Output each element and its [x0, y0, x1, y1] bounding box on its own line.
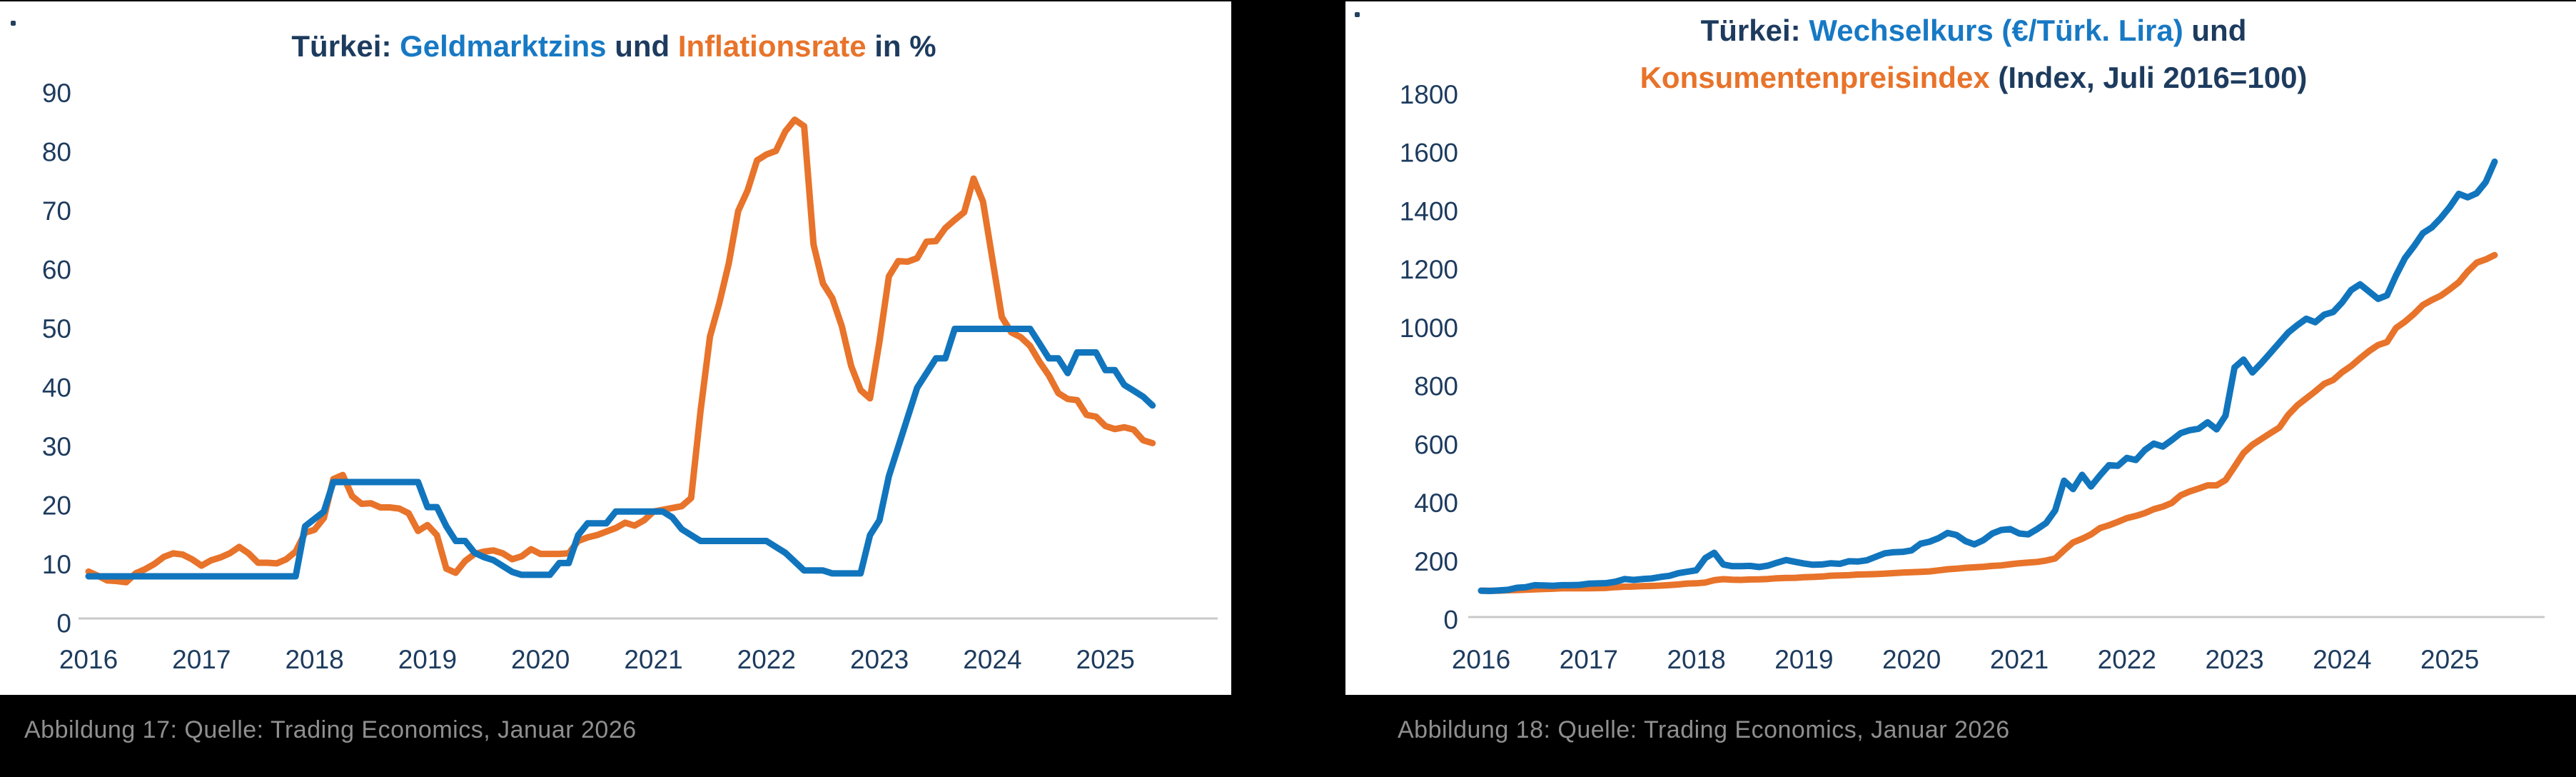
- figure-caption-left: Abbildung 17: Quelle: Trading Economics,…: [24, 716, 637, 743]
- series-line-blue: [85, 326, 1156, 580]
- y-tick-label: 40: [42, 374, 71, 403]
- x-tick-label: 2025: [2420, 645, 2479, 674]
- x-tick-label: 2024: [2313, 645, 2371, 674]
- x-tick-label: 2019: [398, 645, 457, 674]
- x-tick-label: 2022: [2098, 645, 2156, 674]
- y-tick-label: 0: [1443, 606, 1458, 635]
- chart-title-right: Türkei: Wechselkurs (€/Türk. Lira) und K…: [1431, 7, 2516, 101]
- title-series1-label: Geldmarktzins: [400, 29, 607, 63]
- title-text: in %: [866, 29, 936, 63]
- series-line-blue: [1478, 158, 2498, 594]
- x-tick-label: 2016: [59, 645, 118, 674]
- y-tick-label: 1000: [1400, 314, 1458, 343]
- x-tick-label: 2018: [285, 645, 343, 674]
- title-series2-label: Konsumentenpreisindex: [1640, 61, 1990, 94]
- series-line-orange: [85, 116, 1156, 586]
- y-tick-label: 50: [42, 314, 71, 344]
- chart-panel-right: Türkei: Wechselkurs (€/Türk. Lira) und K…: [1345, 1, 2576, 695]
- y-tick-label: 1400: [1400, 196, 1458, 226]
- title-text: Türkei:: [1700, 14, 1809, 47]
- y-tick-label: 90: [42, 79, 71, 108]
- y-tick-label: 200: [1414, 547, 1458, 576]
- y-tick-label: 600: [1414, 430, 1458, 459]
- title-series2-label: Inflationsrate: [677, 29, 867, 63]
- title-text: Türkei:: [291, 29, 400, 63]
- line-chart-wechselkurs-konsumentenpreisindex: 0 200 400 600 800 1000 1200 1400 1600 1800 2016 201…: [1400, 80, 2545, 674]
- x-tick-label: 2025: [1076, 645, 1135, 674]
- title-text: und: [2183, 14, 2247, 47]
- chart-panel-left: Türkei: Geldmarktzins und Inflationsrate…: [0, 1, 1231, 695]
- title-text: (Index, Juli 2016=100): [1989, 61, 2308, 94]
- y-tick-label: 800: [1414, 372, 1458, 401]
- chart-title-left: Türkei: Geldmarktzins und Inflationsrate…: [21, 23, 1206, 70]
- x-tick-label: 2023: [850, 645, 909, 674]
- x-tick-label: 2018: [1667, 645, 1725, 674]
- y-tick-label: 30: [42, 432, 71, 461]
- y-tick-label: 60: [42, 256, 71, 285]
- x-tick-label: 2024: [963, 645, 1021, 674]
- x-tick-label: 2017: [1560, 645, 1618, 674]
- x-tick-label: 2020: [1882, 645, 1941, 674]
- y-tick-label: 70: [42, 196, 71, 226]
- figure-caption-right: Abbildung 18: Quelle: Trading Economics,…: [1398, 716, 2010, 743]
- x-tick-label: 2019: [1774, 645, 1833, 674]
- title-text: und: [606, 29, 678, 63]
- x-tick-label: 2020: [511, 645, 570, 674]
- y-tick-label: 1800: [1400, 80, 1458, 109]
- y-tick-label: 20: [42, 491, 71, 521]
- x-tick-label: 2017: [172, 645, 231, 674]
- x-tick-label: 2023: [2205, 645, 2263, 674]
- line-chart-geldmarktzins-inflationsrate: 0 10 20 30 40 50 60 70 80 90 2016 2017 2018 2019 2020 2…: [42, 79, 1218, 674]
- x-tick-label: 2016: [1452, 645, 1510, 674]
- y-tick-label: 1200: [1400, 255, 1458, 284]
- y-tick-label: 400: [1414, 488, 1458, 518]
- series-line-orange: [1478, 251, 2498, 594]
- y-tick-label: 0: [56, 609, 71, 638]
- x-tick-label: 2022: [737, 645, 796, 674]
- title-series1-label: Wechselkurs (€/Türk. Lira): [1809, 14, 2183, 47]
- y-tick-label: 80: [42, 138, 71, 167]
- x-tick-label: 2021: [1990, 645, 2049, 674]
- panel-corner-dot: [11, 21, 16, 26]
- y-tick-label: 1600: [1400, 139, 1458, 168]
- panel-corner-dot: [1355, 12, 1360, 17]
- x-tick-label: 2021: [624, 645, 682, 674]
- y-tick-label: 10: [42, 550, 71, 579]
